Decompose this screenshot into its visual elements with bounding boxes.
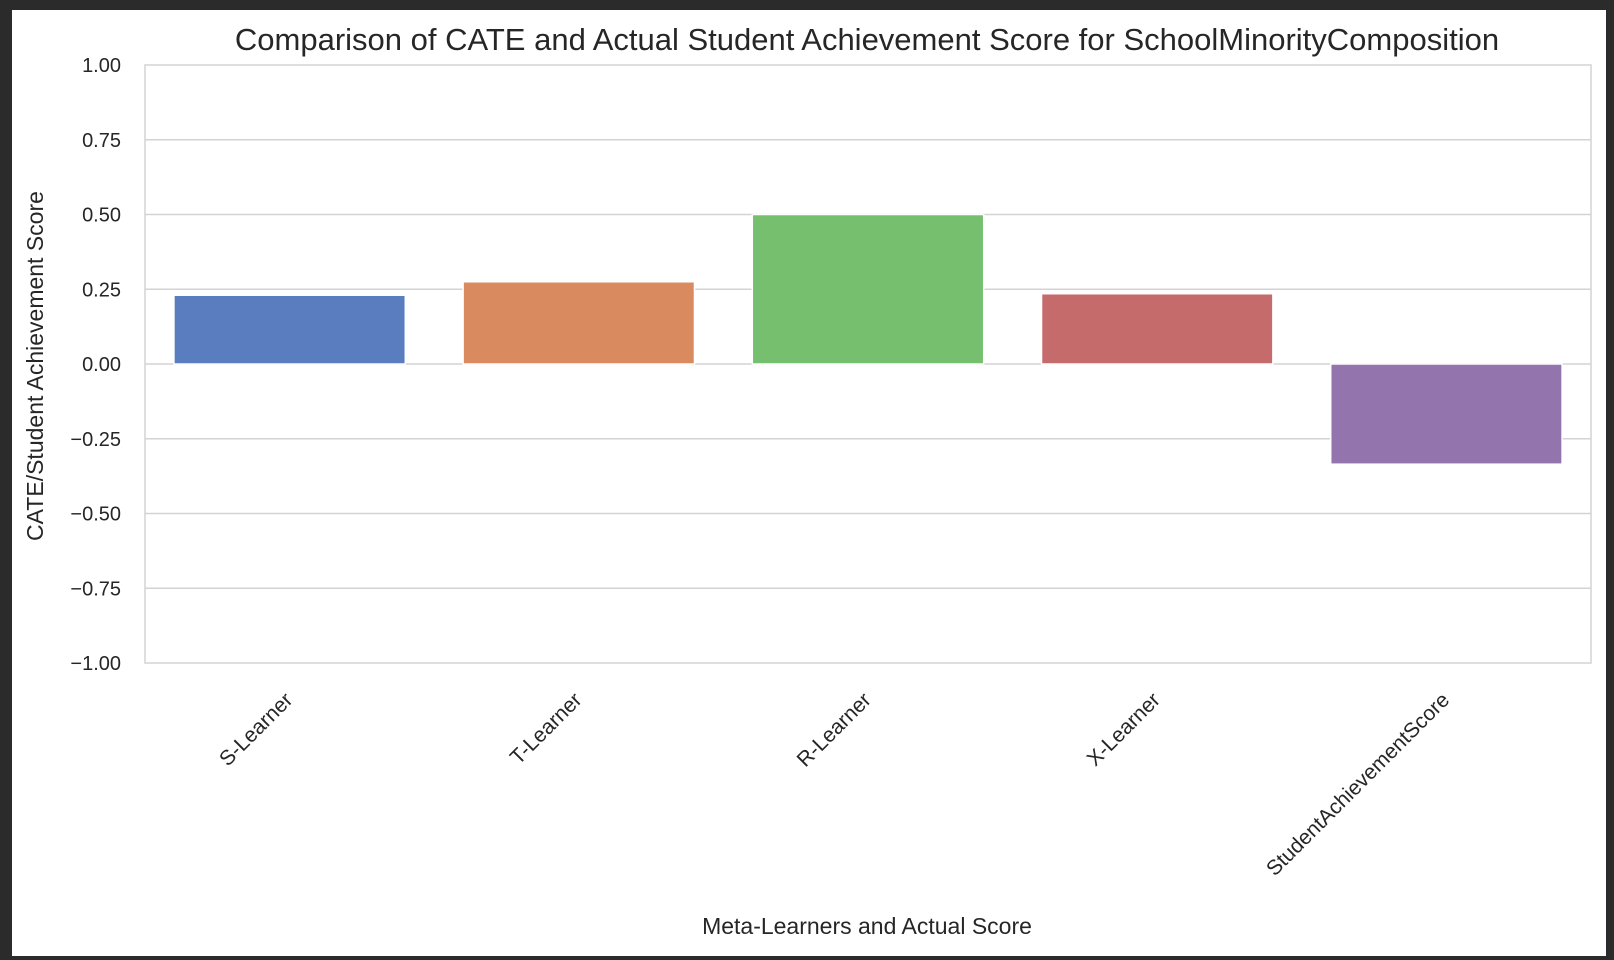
- bar-r-learner: [751, 213, 985, 365]
- y-tick-label: 1.00: [82, 55, 121, 77]
- bars: [173, 213, 1563, 465]
- chart-title: Comparison of CATE and Actual Student Ac…: [235, 22, 1499, 57]
- bar-t-learner: [462, 281, 696, 365]
- x-tick-label: T-Learner: [506, 688, 587, 769]
- x-tick-label: StudentAchievementScore: [1262, 688, 1454, 880]
- x-tick-labels: S-Learner T-Learner R-Learner X-Learner Stud…: [215, 688, 1454, 880]
- y-tick-label: −1.00: [70, 653, 121, 675]
- y-tick-label: 0.50: [82, 205, 121, 227]
- y-tick-label: −0.50: [70, 504, 121, 526]
- plot-area-border: [144, 64, 1592, 664]
- bar-x-learner: [1040, 292, 1274, 365]
- x-tick-label: R-Learner: [793, 688, 876, 771]
- y-tick-label: −0.25: [70, 429, 121, 451]
- y-tick-label: 0.00: [82, 354, 121, 376]
- y-axis-label: CATE/Student Achievement Score: [22, 191, 48, 541]
- bar-s-learner: [173, 294, 407, 365]
- y-tick-label: −0.75: [70, 578, 121, 600]
- bar-studentachievementscore: [1329, 363, 1563, 465]
- chart-frame: [12, 10, 1606, 956]
- y-tick-labels: 1.00 0.75 0.50 0.25 0.00 −0.25 −0.50 −0.75 −1.00: [70, 55, 121, 675]
- x-tick-label: X-Learner: [1083, 688, 1165, 770]
- y-tick-label: 0.75: [82, 130, 121, 152]
- y-tick-label: 0.25: [82, 279, 121, 301]
- x-tick-label: S-Learner: [215, 688, 297, 770]
- x-axis-label: Meta-Learners and Actual Score: [702, 913, 1032, 939]
